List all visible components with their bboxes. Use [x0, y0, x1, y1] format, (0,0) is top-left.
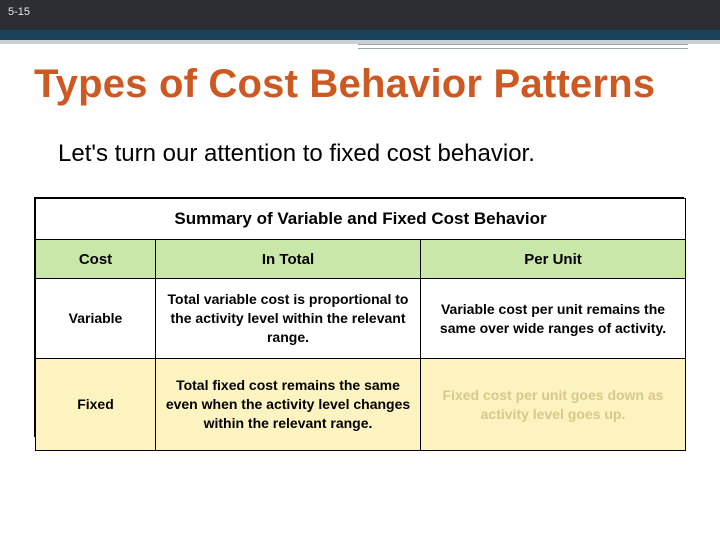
page-title: Types of Cost Behavior Patterns: [34, 62, 655, 107]
cell-variable-cost: Variable: [36, 279, 156, 359]
cost-behavior-table: Summary of Variable and Fixed Cost Behav…: [34, 197, 684, 437]
page-subtitle: Let's turn our attention to fixed cost b…: [58, 140, 535, 168]
rule-top: [358, 44, 688, 45]
rule-bottom: [358, 48, 688, 49]
col-header-cost: Cost: [36, 240, 156, 279]
cell-fixed-perunit: Fixed cost per unit goes down as activit…: [421, 359, 686, 451]
cell-fixed-cost: Fixed: [36, 359, 156, 451]
table-summary-header: Summary of Variable and Fixed Cost Behav…: [36, 199, 686, 240]
col-header-perunit: Per Unit: [421, 240, 686, 279]
cell-variable-perunit: Variable cost per unit remains the same …: [421, 279, 686, 359]
col-header-total: In Total: [156, 240, 421, 279]
accent-bar: [0, 30, 720, 40]
slide: 5-15 Types of Cost Behavior Patterns Let…: [0, 0, 720, 540]
faded-text: Fixed cost per unit goes down as activit…: [443, 387, 664, 422]
cell-fixed-total: Total fixed cost remains the same even w…: [156, 359, 421, 451]
table-row: Variable Total variable cost is proporti…: [36, 279, 686, 359]
slide-number: 5-15: [8, 6, 30, 18]
cell-variable-total: Total variable cost is proportional to t…: [156, 279, 421, 359]
top-bar: [0, 0, 720, 30]
table-row: Fixed Total fixed cost remains the same …: [36, 359, 686, 451]
